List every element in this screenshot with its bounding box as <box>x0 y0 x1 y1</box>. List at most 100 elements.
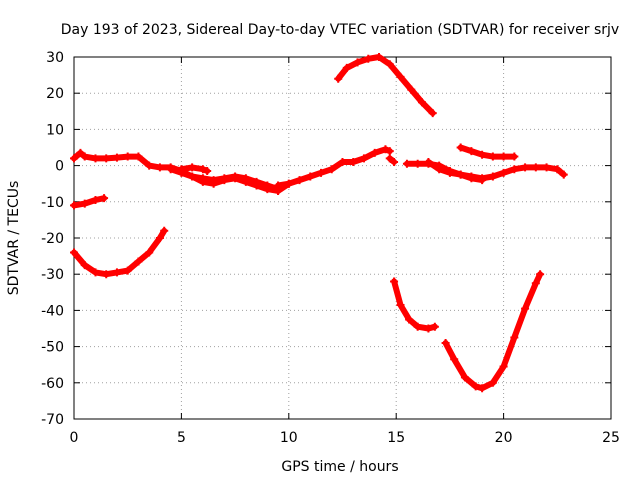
data-point <box>102 154 111 163</box>
series-arc-07 <box>274 145 394 190</box>
data-point <box>531 279 540 288</box>
data-point <box>510 333 519 342</box>
data-point <box>478 384 487 393</box>
y-tick-label: -10 <box>41 195 64 211</box>
data-point <box>542 163 551 172</box>
x-tick-label: 0 <box>70 430 79 446</box>
data-point <box>123 152 132 161</box>
data-point <box>145 248 154 257</box>
data-point <box>424 157 433 166</box>
data-point <box>91 154 100 163</box>
data-point <box>488 152 497 161</box>
data-point <box>456 170 465 179</box>
series-trace <box>335 54 436 117</box>
data-point <box>364 54 373 63</box>
data-point <box>155 234 164 242</box>
data-point <box>252 179 261 188</box>
data-point <box>396 300 405 309</box>
series-arc-06 <box>241 176 283 195</box>
data-point <box>80 261 89 270</box>
data-point <box>134 257 143 266</box>
data-point <box>430 322 439 331</box>
data-point <box>274 181 283 190</box>
data-point <box>198 174 207 183</box>
data-point <box>385 147 394 156</box>
data-point <box>166 165 175 174</box>
series-arc-11 <box>424 157 487 185</box>
data-point <box>155 163 164 172</box>
series-arc-05 <box>177 163 212 176</box>
y-tick-label: -50 <box>41 340 64 356</box>
data-point <box>134 152 143 161</box>
data-point <box>510 165 519 174</box>
chart-title: Day 193 of 2023, Sidereal Day-to-day VTE… <box>61 22 619 38</box>
data-point <box>441 338 450 347</box>
data-point <box>381 145 390 154</box>
x-tick-label: 20 <box>495 430 513 446</box>
data-point <box>559 170 568 179</box>
series-arc-02 <box>70 226 169 279</box>
data-point <box>80 152 89 161</box>
data-point <box>390 157 399 166</box>
series-trace <box>71 195 108 209</box>
data-point <box>198 165 207 174</box>
data-point <box>521 163 530 172</box>
y-tick-label: 0 <box>55 159 64 175</box>
data-point <box>70 201 78 210</box>
data-point <box>177 165 186 174</box>
data-point <box>284 179 293 188</box>
data-point <box>263 183 272 192</box>
x-tick-label: 15 <box>387 430 405 446</box>
series-trace <box>71 227 168 278</box>
data-point <box>327 165 336 174</box>
x-axis-label: GPS time / hours <box>281 459 398 475</box>
data-point <box>413 322 422 331</box>
axis-ticks: 0 5 10 15 20 25 30 20 10 0 -10 -20 -30 -40 -50 -60 -70 <box>41 50 620 446</box>
data-point <box>112 268 121 277</box>
data-point <box>375 53 384 61</box>
y-axis-label: SDTVAR / TECUs <box>6 181 22 296</box>
data-point <box>405 315 414 324</box>
data-point <box>385 154 394 163</box>
data-point <box>553 165 562 174</box>
data-point <box>334 74 343 83</box>
y-tick-label: 30 <box>46 50 64 66</box>
data-point <box>478 150 487 159</box>
data-point <box>460 373 469 382</box>
series-arc-14 <box>441 270 545 393</box>
data-point <box>231 172 240 181</box>
y-tick-label: -60 <box>41 376 64 392</box>
data-point <box>488 378 497 387</box>
data-point <box>188 172 197 181</box>
data-point <box>531 163 540 172</box>
data-series <box>70 53 568 393</box>
data-point <box>424 324 433 333</box>
y-tick-label: 10 <box>46 122 64 138</box>
data-point <box>76 148 85 157</box>
data-point <box>220 174 229 183</box>
data-point <box>456 143 465 152</box>
data-point <box>70 248 78 257</box>
data-point <box>203 167 212 176</box>
x-tick-label: 25 <box>602 430 620 446</box>
data-point <box>145 161 154 170</box>
data-point <box>471 382 480 391</box>
series-arc-01 <box>70 194 109 210</box>
data-point <box>407 85 416 94</box>
data-point <box>123 266 132 275</box>
data-point <box>295 176 304 185</box>
y-tick-label: -40 <box>41 303 64 319</box>
data-point <box>160 226 169 235</box>
series-arc-12 <box>456 143 519 161</box>
data-point <box>91 268 100 277</box>
data-point <box>112 153 121 162</box>
data-point <box>359 154 368 163</box>
data-point <box>390 277 399 286</box>
data-point <box>317 168 326 177</box>
data-point <box>499 168 508 177</box>
data-point <box>370 148 379 157</box>
data-point <box>385 60 394 69</box>
data-point <box>396 72 405 81</box>
data-point <box>353 58 362 67</box>
